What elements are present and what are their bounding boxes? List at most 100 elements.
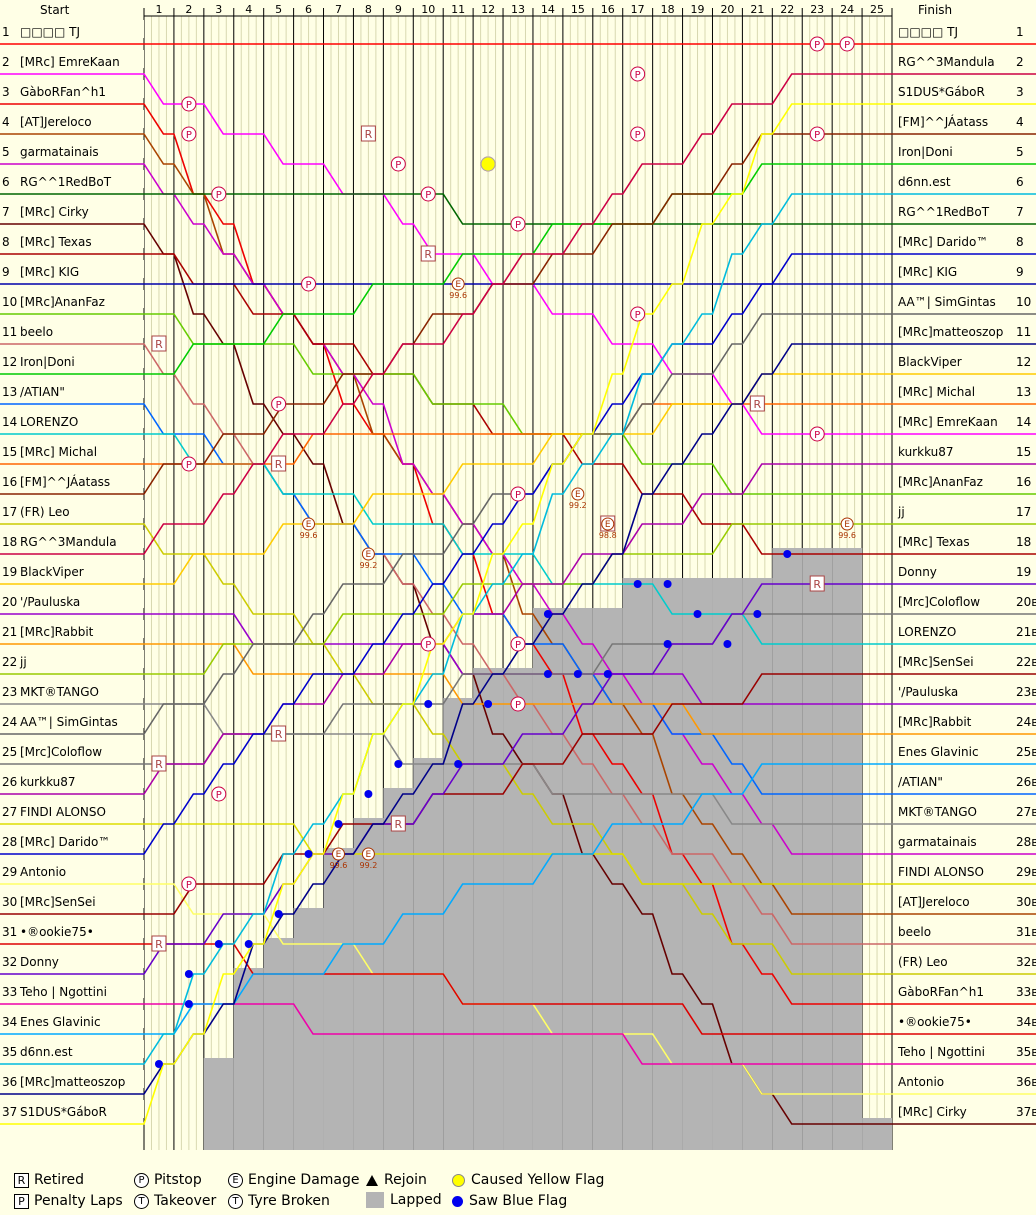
start-position: 4 — [2, 115, 10, 129]
legend: R Retired P Penalty Laps P Pitstop T Takeove… — [14, 1172, 1014, 1214]
start-position: 16 — [2, 475, 17, 489]
rejoin-icon — [366, 1174, 378, 1186]
start-driver-name: [MRc] Cirky — [20, 205, 89, 219]
start-position: 35 — [2, 1045, 17, 1059]
finish-position: 26в — [1016, 775, 1036, 789]
yellow-flag-icon — [452, 1173, 465, 1187]
lap-number: 23 — [810, 3, 824, 16]
lap-number: 16 — [601, 3, 615, 16]
legend-retired: R Retired — [14, 1172, 84, 1188]
start-driver-name: •®ookie75• — [20, 925, 94, 939]
start-driver-name: [MRc] EmreKaan — [20, 55, 120, 69]
pitstop-icon: P — [134, 1172, 149, 1188]
start-position: 17 — [2, 505, 17, 519]
driver-line — [0, 193, 1036, 1065]
finish-position: 28в — [1016, 835, 1036, 849]
pitstop-marker-label: P — [814, 430, 820, 441]
start-driver-name: □□□□ TJ — [20, 25, 80, 39]
start-position: 1 — [2, 25, 10, 39]
start-driver-name: [MRc] Texas — [20, 235, 92, 249]
blue-flag-marker — [274, 910, 283, 918]
blue-flag-marker — [484, 700, 493, 708]
start-label-bg — [0, 500, 144, 518]
start-driver-name: [MRc]Rabbit — [20, 625, 94, 639]
finish-position: 4 — [1016, 115, 1024, 129]
finish-label-bg — [896, 170, 1036, 188]
engine-damage-marker — [361, 847, 375, 861]
start-position: 26 — [2, 775, 17, 789]
finish-driver-name: [MRc] Cirky — [898, 1105, 967, 1119]
start-position: 8 — [2, 235, 10, 249]
finish-driver-name: LORENZO — [898, 625, 956, 639]
start-driver-name: S1DUS*GáboR — [20, 1105, 107, 1119]
start-position: 23 — [2, 685, 17, 699]
finish-driver-name: RG^^1RedBoT — [898, 205, 990, 219]
finish-label-bg — [896, 1100, 1036, 1118]
lapped-block — [473, 668, 504, 1150]
finish-label-bg — [896, 560, 1036, 578]
finish-position: 22в — [1016, 655, 1036, 669]
start-driver-name: Iron|Doni — [20, 355, 75, 369]
finish-label-bg — [896, 50, 1036, 68]
finish-driver-name: (FR) Leo — [898, 955, 948, 969]
driver-line — [0, 823, 1036, 885]
finish-label-bg — [896, 440, 1036, 458]
pitstop-marker-label: P — [515, 490, 521, 501]
blue-flag-marker — [214, 940, 223, 948]
finish-label-bg — [896, 110, 1036, 128]
finish-driver-name: S1DUS*GáboR — [898, 85, 985, 99]
lapped-block — [233, 968, 264, 1150]
finish-label-bg — [896, 260, 1036, 278]
lapped-block — [383, 788, 414, 1150]
position-lines — [0, 43, 1036, 1125]
start-driver-name: [AT]Jereloco — [20, 115, 92, 129]
finish-label-bg — [896, 200, 1036, 218]
finish-position: 15 — [1016, 445, 1031, 459]
finish-position: 30в — [1016, 895, 1036, 909]
finish-label-bg — [896, 350, 1036, 368]
blue-flag-marker — [753, 610, 762, 618]
start-label-bg — [0, 560, 144, 578]
finish-header: Finish — [918, 3, 952, 17]
start-driver-name: Enes Glavinic — [20, 1015, 101, 1029]
finish-label-bg — [896, 950, 1036, 968]
lap-number: 3 — [215, 3, 222, 16]
engine-damage-value: 99.6 — [300, 531, 318, 540]
start-label-bg — [0, 770, 144, 788]
lap-number: 9 — [395, 3, 402, 16]
finish-driver-name: [Mrc]Coloflow — [898, 595, 980, 609]
retired-marker — [420, 245, 436, 262]
finish-position: 17 — [1016, 505, 1031, 519]
finish-label-bg — [896, 620, 1036, 638]
blue-flag-marker — [723, 640, 732, 648]
lap-number: 2 — [185, 3, 192, 16]
start-label-bg — [0, 890, 144, 908]
finish-position: 31в — [1016, 925, 1036, 939]
finish-label-bg — [896, 680, 1036, 698]
pitstop-marker — [630, 306, 646, 322]
lapped-block — [772, 548, 803, 1150]
finish-driver-name: [MRc] Michal — [898, 385, 975, 399]
pitstop-marker-label: P — [635, 130, 641, 141]
engine-damage-marker-label: E — [336, 850, 342, 860]
finish-position: 5 — [1016, 145, 1024, 159]
finish-position: 35в — [1016, 1045, 1036, 1059]
driver-line — [0, 373, 1036, 585]
finish-label-bg — [896, 500, 1036, 518]
start-driver-name: [MRc]SenSei — [20, 895, 96, 909]
finish-driver-name: [MRc]matteoszop — [898, 325, 1003, 339]
lap-number: 12 — [481, 3, 495, 16]
lapped-block — [413, 758, 444, 1150]
driver-line — [0, 1003, 1036, 1065]
finish-position: 18 — [1016, 535, 1031, 549]
start-position: 36 — [2, 1075, 17, 1089]
lapped-block — [203, 1058, 234, 1150]
engine-damage-value: 99.2 — [359, 561, 377, 570]
pitstop-marker — [181, 126, 197, 142]
engine-damage-value: 99.2 — [359, 861, 377, 870]
start-position: 22 — [2, 655, 17, 669]
finish-position: 25в — [1016, 745, 1036, 759]
retired-marker — [151, 755, 167, 772]
finish-driver-name: FINDI ALONSO — [898, 865, 984, 879]
start-driver-name: beelo — [20, 325, 53, 339]
